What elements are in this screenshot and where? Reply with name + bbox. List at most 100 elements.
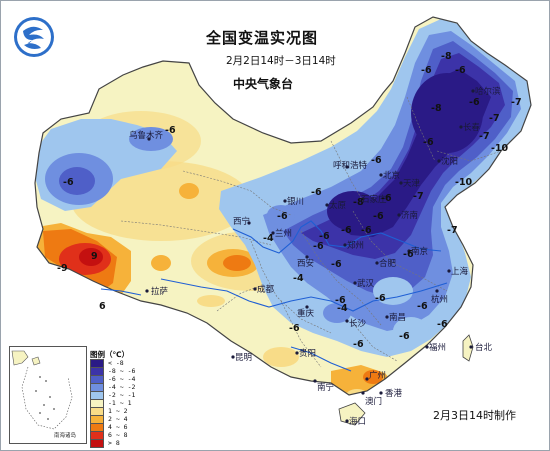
legend-title: 图例（℃） [90, 350, 130, 359]
isotherm-label: -9 [57, 263, 68, 274]
city-label: 南宁 [317, 383, 335, 393]
isotherm-label: -8 [353, 197, 364, 208]
isotherm-label: -10 [455, 177, 473, 188]
city-label: 乌鲁木齐 [129, 131, 164, 141]
isotherm-label: -7 [479, 131, 490, 142]
city-label: 贵阳 [299, 349, 317, 359]
isotherm-label: -7 [489, 113, 500, 124]
city-label: 长春 [463, 123, 481, 133]
legend-label: 1 ~ 2 [108, 407, 128, 415]
cma-logo-icon [11, 15, 57, 63]
isotherm-label: -6 [399, 331, 410, 342]
isotherm-label: -6 [455, 65, 466, 76]
isotherm-label: -6 [165, 125, 176, 136]
city-label: 济南 [401, 211, 419, 221]
city-label: 西安 [297, 259, 315, 269]
city-label: 郑州 [347, 241, 365, 251]
legend-swatch [90, 438, 104, 448]
isotherm-label: -6 [381, 193, 392, 204]
city-label: 北京 [383, 171, 401, 181]
city-label: 合肥 [379, 259, 397, 269]
isotherm-label: -8 [431, 103, 442, 114]
isotherm-label: -6 [341, 225, 352, 236]
city-label: 武汉 [357, 279, 375, 289]
city-label: 沈阳 [441, 157, 459, 167]
city-label: 呼和浩特 [333, 161, 368, 171]
organization-name: 中央气象台 [233, 77, 294, 91]
isotherm-label: -4 [337, 303, 348, 314]
legend-label: 2 ~ 4 [108, 415, 128, 423]
isotherm-label: 9 [91, 251, 98, 262]
time-period: 2月2日14时－3日14时 [226, 55, 336, 67]
taiwan-island [462, 334, 474, 362]
city-label: 重庆 [297, 309, 315, 319]
isotherm-label: -6 [353, 339, 364, 350]
city-label: 兰州 [275, 229, 293, 239]
isotherm-label: -6 [63, 177, 74, 188]
city-label: 广州 [369, 371, 387, 381]
city-label: 长沙 [349, 319, 367, 329]
rivers [100, 220, 448, 372]
legend-label: 6 ~ 8 [108, 431, 128, 439]
isotherm-label: -6 [277, 211, 288, 222]
legend-label: -1 ~ 1 [108, 399, 132, 407]
city-label: 哈尔滨 [475, 87, 501, 97]
isotherm-label: -4 [293, 273, 304, 284]
legend-label: -4 ~ -2 [108, 383, 136, 391]
legend-item: > 8 [90, 438, 120, 448]
legend-label: -2 ~ -1 [108, 391, 136, 399]
isotherm-label: -4 [263, 233, 274, 244]
isotherm-label: 6 [99, 301, 106, 312]
inset-caption: 南海诸岛 [54, 433, 77, 439]
isotherm-label: -6 [335, 295, 346, 306]
legend-label: < -8 [108, 359, 124, 367]
isotherm-label: -6 [421, 65, 432, 76]
city-label: 上海 [451, 267, 469, 277]
city-label: 澳门 [365, 397, 383, 407]
isotherm-label: -6 [437, 319, 448, 330]
city-label: 拉萨 [151, 287, 169, 297]
city-label: 成都 [257, 285, 275, 295]
city-label: 天津 [403, 179, 421, 189]
city-label: 石家庄 [361, 195, 387, 205]
isotherm-label: -7 [447, 225, 458, 236]
city-label: 福州 [429, 343, 447, 353]
city-label: 银川 [287, 197, 305, 207]
isotherm-label: -6 [331, 259, 342, 270]
isotherm-label: -6 [375, 293, 386, 304]
isotherm-label: -6 [313, 241, 324, 252]
city-label: 台北 [475, 343, 493, 353]
map-title: 全国变温实况图 [206, 29, 319, 47]
legend: 图例（℃） < -8 -8 ~ -6 -6 ~ -4 -4 ~ -2 -2 ~ … [87, 349, 157, 448]
city-label: 香港 [385, 389, 403, 399]
isotherm-label: -6 [469, 97, 480, 108]
isotherm-label: -6 [319, 231, 330, 242]
city-label: 南京 [411, 247, 429, 257]
isotherm-label: -7 [511, 97, 522, 108]
isotherm-label: -10 [491, 143, 509, 154]
isotherm-label: -6 [289, 323, 300, 334]
isotherm-label: -6 [423, 137, 434, 148]
city-label: 太原 [329, 201, 347, 211]
legend-label: -8 ~ -6 [108, 367, 136, 375]
isotherm-label: -6 [373, 211, 384, 222]
isotherm-label: -8 [441, 51, 452, 62]
isotherm-label: -6 [371, 155, 382, 166]
city-label: 杭州 [431, 295, 449, 305]
issued-time: 2月3日14时制作 [433, 409, 516, 422]
city-label: 南昌 [389, 313, 407, 323]
national-border [34, 16, 532, 396]
isotherm-label: -7 [413, 191, 424, 202]
isotherm-label: -6 [403, 249, 414, 260]
south-china-sea-inset: 南海诸岛 [9, 346, 87, 444]
legend-label: -6 ~ -4 [108, 375, 136, 383]
city-label: 西宁 [233, 217, 251, 227]
city-label: 昆明 [235, 353, 253, 363]
city-label: 海口 [349, 417, 367, 427]
legend-label: 4 ~ 6 [108, 423, 128, 431]
hainan-island [338, 402, 366, 426]
isotherm-label: -6 [361, 225, 372, 236]
inset-map [11, 350, 73, 430]
